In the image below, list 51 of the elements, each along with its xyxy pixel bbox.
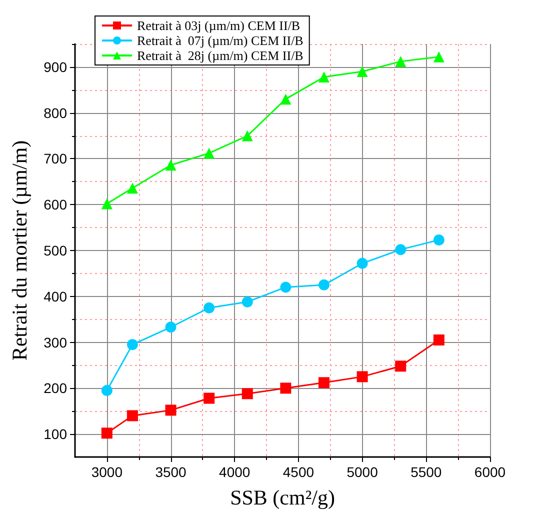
point (165, 404, 176, 416)
y-tick-label: 700 (44, 150, 68, 167)
point (101, 428, 112, 439)
point (280, 94, 292, 105)
y-axis-title: Retrait du mortier (µm/m) (8, 140, 32, 361)
legend-label: Retrait à 03j (µm/m) CEM II/B (137, 18, 300, 33)
point (242, 296, 253, 308)
legend-label: Retrait à 28j (µm/m) CEM II/B (137, 48, 304, 63)
y-tick-label: 900 (44, 58, 68, 75)
x-tick-label: 3500 (155, 464, 187, 480)
point (126, 410, 138, 422)
point (433, 51, 444, 62)
point (356, 66, 368, 78)
point (356, 371, 368, 382)
point (318, 279, 330, 290)
x-tick-label: 5000 (346, 464, 378, 480)
point (395, 56, 406, 67)
y-tick-label: 600 (44, 196, 68, 213)
point (433, 334, 444, 346)
point (395, 244, 406, 256)
point (242, 130, 253, 142)
point (165, 160, 176, 171)
x-tick-label: 3000 (91, 464, 123, 480)
point (204, 302, 215, 314)
point (280, 382, 292, 394)
point (126, 339, 138, 350)
x-tick-label: 4500 (282, 464, 314, 480)
x-tick-label: 4000 (219, 464, 250, 480)
y-tick-label: 500 (44, 242, 68, 258)
y-tick-label: 800 (44, 104, 68, 121)
point (204, 392, 215, 404)
point (242, 388, 253, 400)
point (101, 198, 112, 210)
point (318, 377, 330, 388)
point (204, 148, 215, 159)
y-tick-label: 300 (44, 334, 68, 350)
point (318, 72, 330, 83)
point (356, 258, 368, 269)
point (395, 360, 406, 372)
y-tick-label: 400 (44, 288, 68, 304)
point (126, 182, 138, 194)
x-tick-label: 6000 (474, 464, 506, 480)
point (101, 384, 112, 396)
y-tick-label: 200 (44, 380, 68, 396)
point (280, 282, 292, 293)
point (433, 234, 444, 246)
x-tick-label: 5500 (410, 464, 442, 480)
point (165, 322, 176, 333)
y-tick-label: 100 (44, 426, 68, 442)
legend-label: Retrait à 07j (µm/m) CEM II/B (137, 33, 304, 48)
x-axis-title: SSB (cm²/g) (230, 486, 335, 510)
